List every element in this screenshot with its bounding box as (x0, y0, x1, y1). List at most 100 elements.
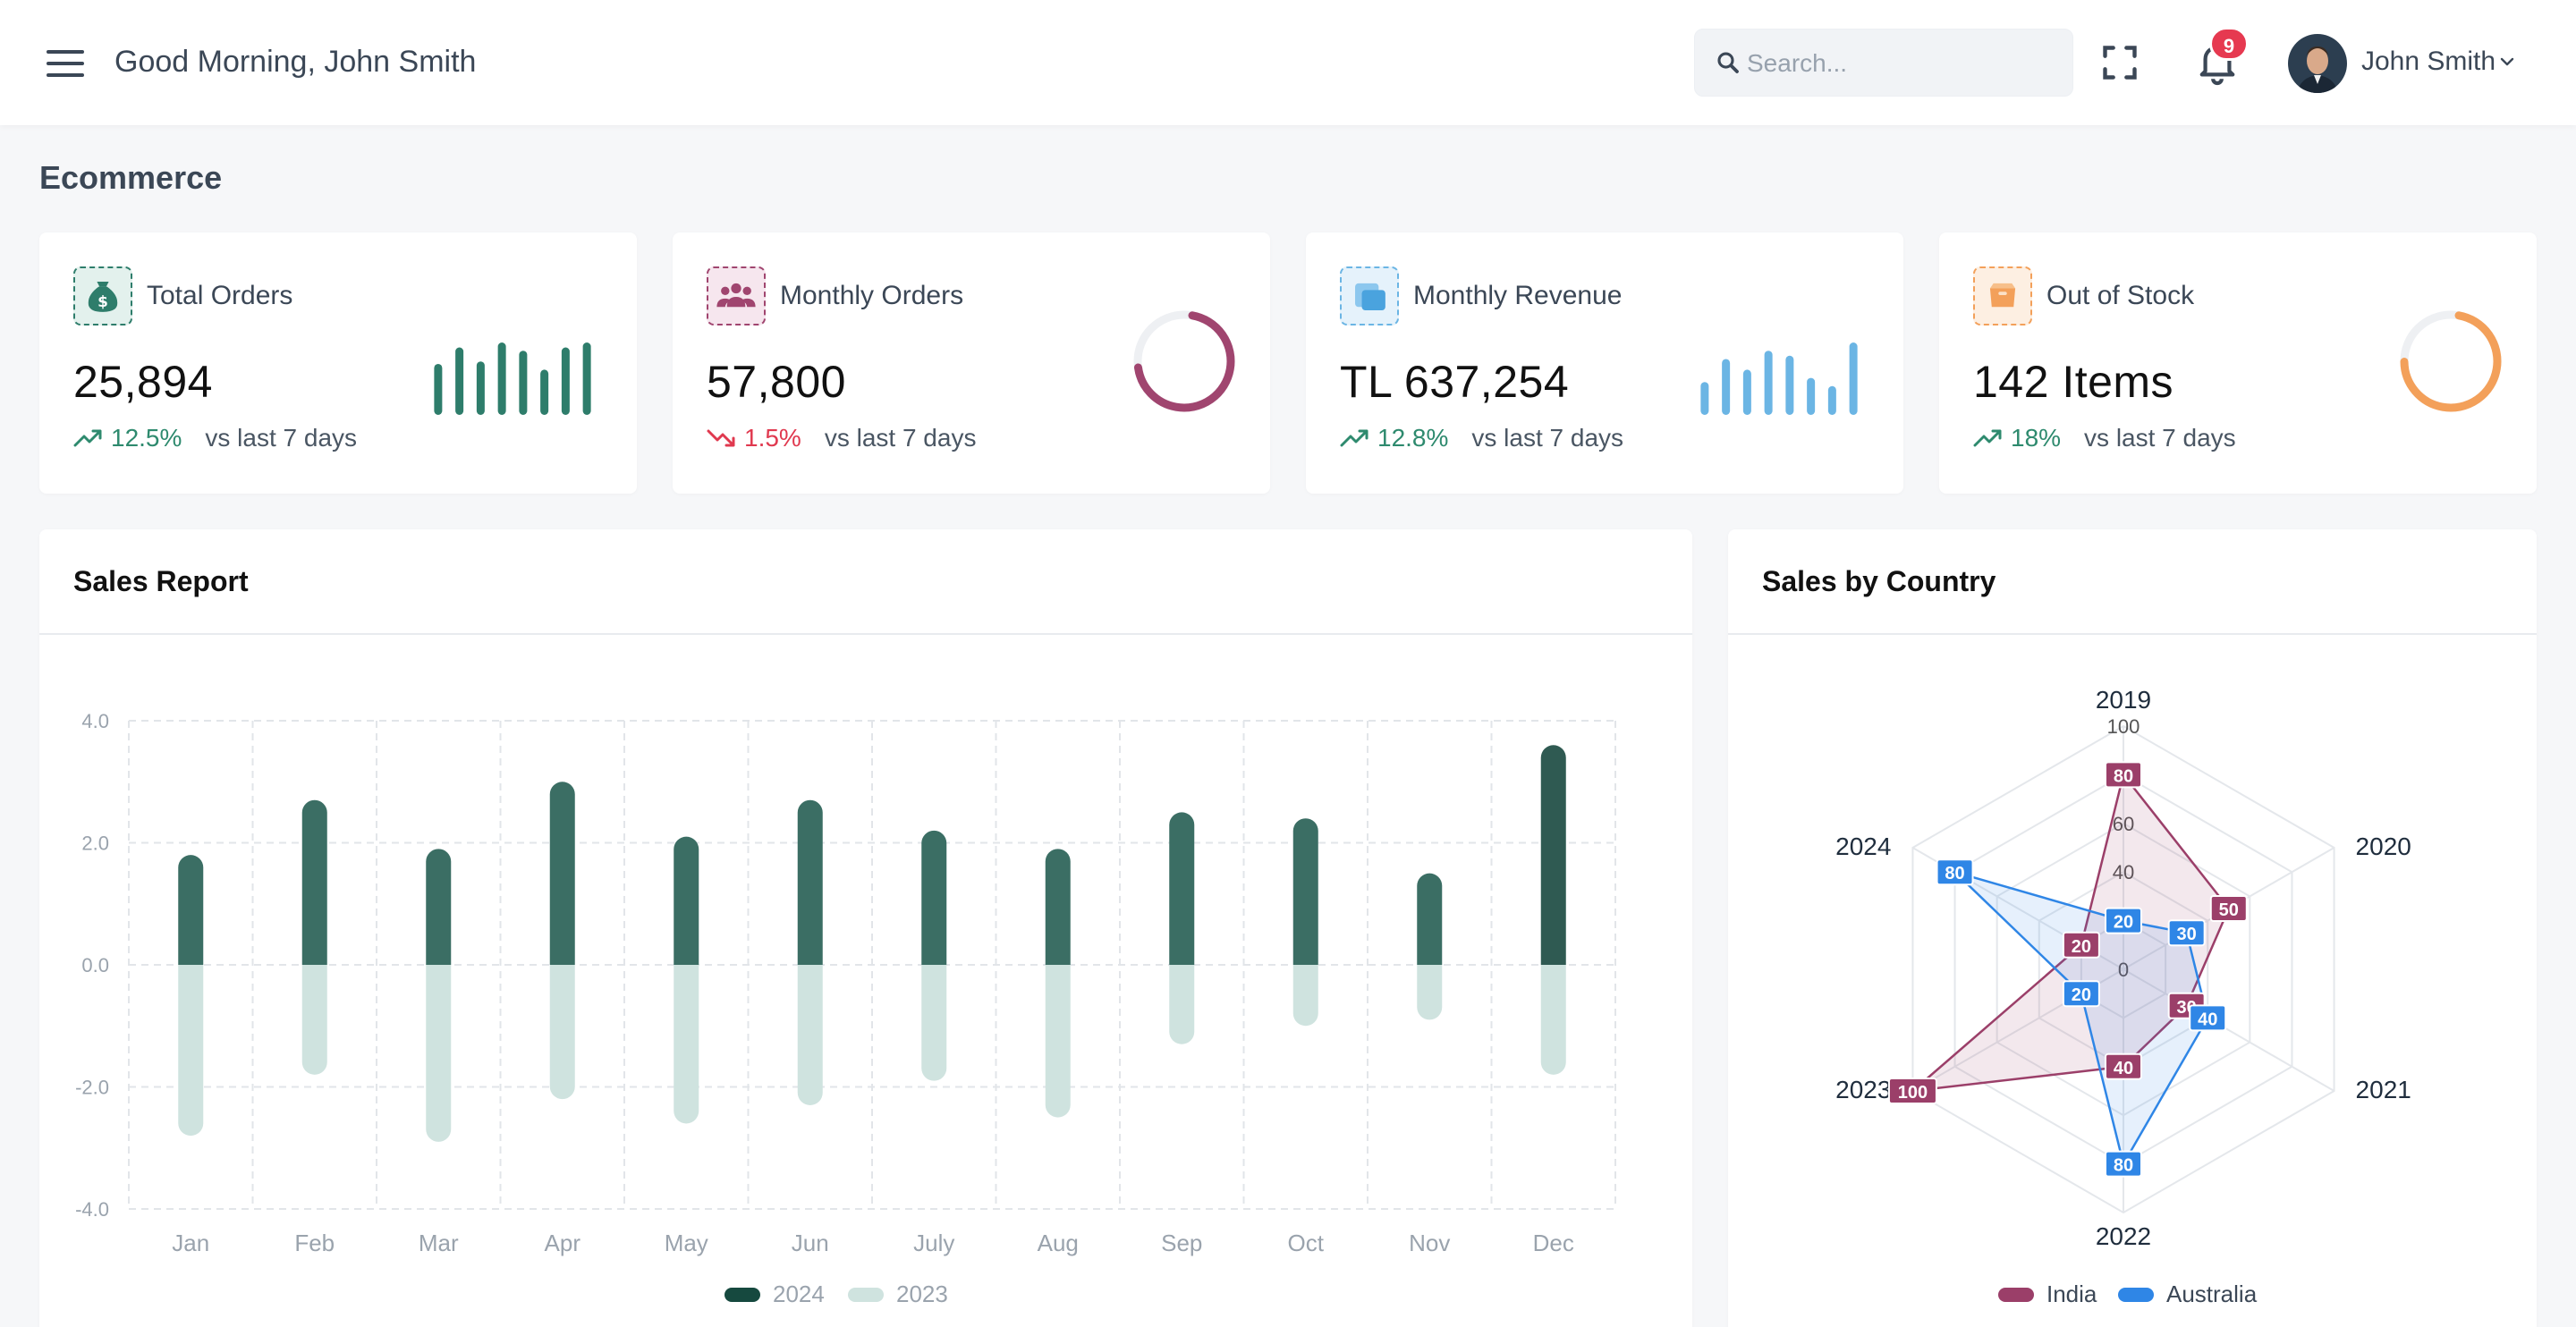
sales-report-chart: 4.0 2.0 0.0 -2.0 -4.0 Jan Feb Mar Apr May Jun July A… (75, 710, 1616, 1307)
stat-label: Total Orders (147, 281, 293, 310)
divider (1728, 633, 2537, 635)
stat-value: 142 Items (1973, 357, 2174, 407)
search-input[interactable] (1747, 46, 2051, 81)
stat-trend: 12.8% vs last 7 days (1340, 424, 1623, 452)
wallet-icon (1340, 266, 1399, 325)
bar-2023[interactable] (1169, 965, 1195, 1044)
x-tick-label: Nov (1409, 1230, 1450, 1256)
mini-bar (582, 342, 591, 415)
radar-tick-label: 100 (2107, 715, 2140, 738)
radar-data-label: 20 (2072, 985, 2091, 1005)
bar-2023[interactable] (549, 965, 575, 1100)
stat-trend: 1.5% vs last 7 days (707, 424, 976, 452)
radar-tick-label: 0 (2118, 959, 2129, 981)
user-name[interactable]: John Smith (2361, 46, 2496, 76)
x-tick-label: Feb (294, 1230, 335, 1256)
radar-data-label: 40 (2114, 1059, 2133, 1078)
legend-swatch[interactable] (724, 1288, 760, 1302)
svg-text:$: $ (97, 292, 108, 310)
stat-label: Monthly Revenue (1413, 281, 1623, 310)
bar-2023[interactable] (1292, 965, 1318, 1027)
legend-swatch[interactable] (1998, 1288, 2034, 1302)
bar-2024[interactable] (797, 799, 823, 965)
legend-swatch[interactable] (2118, 1288, 2154, 1302)
radar-axis-label: 2020 (2356, 833, 2411, 860)
stat-card-out-of-stock: Out of Stock 142 Items 18% vs last 7 day… (1939, 232, 2537, 494)
radar-data-label-bg (2167, 919, 2206, 947)
x-tick-label: Jan (172, 1230, 209, 1256)
radar-tick-label: 60 (2113, 813, 2134, 835)
legend-swatch[interactable] (848, 1288, 884, 1302)
box-icon (1973, 266, 2032, 325)
bar-2023[interactable] (1540, 965, 1566, 1075)
bar-2024[interactable] (301, 799, 327, 965)
radar-data-label: 80 (2114, 1156, 2133, 1176)
radar-data-label: 100 (1898, 1083, 1928, 1103)
radar-data-label: 50 (2219, 900, 2239, 920)
y-tick-label: -4.0 (75, 1198, 109, 1221)
x-tick-label: May (665, 1230, 708, 1256)
donut-arc (2400, 310, 2502, 412)
legend-label[interactable]: 2023 (896, 1281, 948, 1307)
bar-2023[interactable] (797, 965, 823, 1105)
bar-2024[interactable] (921, 830, 947, 965)
mini-bar (1827, 385, 1836, 415)
stat-card-monthly-revenue: Monthly Revenue TL 637,254 12.8% vs last… (1306, 232, 1903, 494)
mini-bar (497, 342, 506, 415)
fullscreen-icon[interactable] (2100, 43, 2140, 82)
sales-by-country-panel: Sales by Country 02040601002019202020212… (1728, 529, 2537, 1327)
bar-2024[interactable] (426, 849, 452, 965)
stat-card-total-orders: $ Total Orders 25,894 12.5% vs last 7 da… (39, 232, 637, 494)
bar-2024[interactable] (674, 836, 699, 965)
mini-bar-chart (434, 342, 591, 415)
legend-label[interactable]: 2024 (773, 1281, 825, 1307)
bar-2024[interactable] (1292, 818, 1318, 965)
bar-2024[interactable] (1540, 745, 1566, 965)
x-tick-label: Oct (1288, 1230, 1325, 1256)
mini-bar (1785, 355, 1794, 415)
radar-data-label: 20 (2114, 913, 2133, 933)
stat-trend: 18% vs last 7 days (1973, 424, 2236, 452)
radar-data-label: 40 (2198, 1010, 2217, 1029)
bar-2024[interactable] (178, 855, 204, 965)
bar-2024[interactable] (549, 782, 575, 965)
mini-donut-chart (2400, 310, 2502, 412)
notification-count-badge: 9 (2209, 27, 2249, 61)
bar-2023[interactable] (1045, 965, 1071, 1118)
legend-label[interactable]: India (2046, 1281, 2097, 1307)
menu-toggle-icon[interactable] (47, 50, 84, 77)
bar-2023[interactable] (674, 965, 699, 1124)
user-avatar[interactable] (2288, 34, 2347, 93)
bar-2023[interactable] (426, 965, 452, 1142)
bar-2023[interactable] (921, 965, 947, 1081)
bar-2024[interactable] (1169, 812, 1195, 965)
mini-bar (519, 351, 528, 415)
chevron-down-icon[interactable] (2499, 55, 2515, 68)
search-box[interactable] (1694, 29, 2073, 97)
legend-label[interactable]: Australia (2166, 1281, 2258, 1307)
bar-2024[interactable] (1417, 873, 1443, 965)
bar-2023[interactable] (178, 965, 204, 1137)
bar-2023[interactable] (301, 965, 327, 1075)
bar-2024[interactable] (1045, 849, 1071, 965)
bar-2023[interactable] (1417, 965, 1443, 1020)
radar-axis-label: 2023 (1835, 1076, 1891, 1103)
mini-donut-chart (1133, 310, 1235, 412)
trend-up-icon (73, 429, 102, 447)
stat-trend: 12.5% vs last 7 days (73, 424, 357, 452)
stat-value: 25,894 (73, 357, 213, 407)
stat-label: Monthly Orders (780, 281, 964, 310)
radar-axis-label: 2022 (2096, 1222, 2151, 1250)
mini-bar (455, 347, 464, 415)
radar-data-label-bg (2105, 1052, 2142, 1080)
stat-change: 18% (2011, 424, 2062, 452)
stat-change: 1.5% (744, 424, 801, 452)
mini-bar (561, 347, 570, 415)
mini-bar (476, 361, 485, 415)
radar-tick-label: 40 (2113, 861, 2134, 883)
trend-up-icon (1340, 429, 1368, 447)
chart-grid (128, 720, 1616, 1210)
radar-data-label-bg (2062, 931, 2100, 959)
radar-data-label-bg (1936, 858, 1974, 886)
stat-period: vs last 7 days (2084, 424, 2236, 452)
